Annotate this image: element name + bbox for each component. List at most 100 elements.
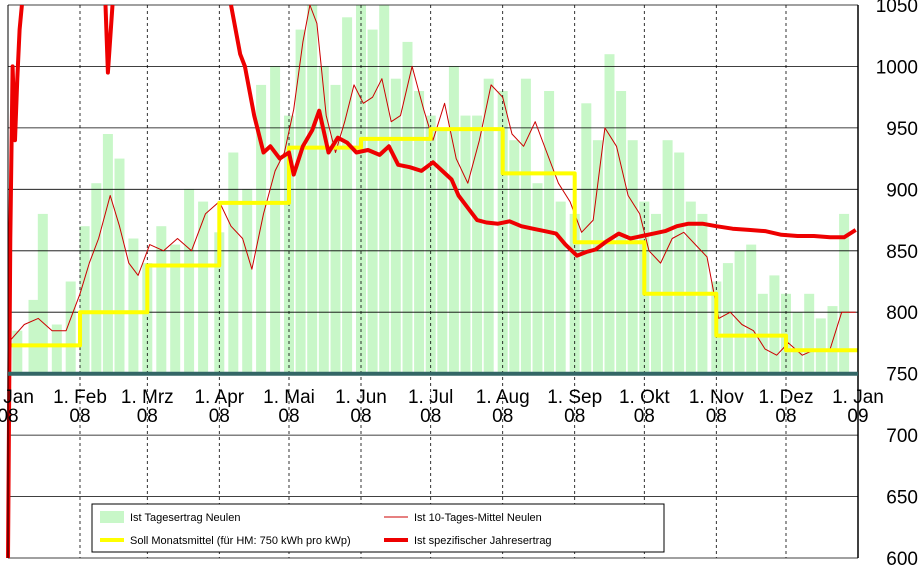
legend: Ist Tagesertrag Neulen Ist 10-Tages-Mitte…: [91, 503, 665, 553]
daily-bar: [65, 281, 76, 374]
y-tick-label: 850: [886, 242, 918, 263]
legend-label: Soll Monatsmittel (für HM: 750 kWh pro k…: [130, 535, 351, 547]
x-tick-label: 1. Jul: [408, 387, 453, 408]
daily-bar: [256, 84, 267, 374]
daily-bar: [12, 330, 23, 374]
annual-yield-line: [103, 4, 115, 75]
target-monthly-step-line: [8, 127, 858, 353]
x-tick-label: 1. Mrz: [121, 387, 174, 408]
x-tick-label: 1. Jan: [0, 387, 34, 408]
daily-bar: [51, 324, 62, 374]
daily-bar: [604, 54, 615, 374]
x-tick-label: 1. Okt: [619, 387, 670, 408]
x-tick-year-label: 08: [420, 406, 441, 427]
annual-yield-line: [229, 4, 857, 258]
daily-bar: [270, 66, 281, 374]
daily-bar: [460, 115, 471, 374]
x-tick-label: 1. Dez: [759, 387, 814, 408]
y-tick-label: 750: [886, 365, 918, 386]
ten-day-average-line: [7, 4, 856, 356]
daily-bar: [102, 134, 113, 374]
daily-bar: [581, 103, 592, 374]
daily-bar: [483, 78, 494, 374]
daily-bar: [448, 66, 459, 374]
daily-bar: [342, 17, 353, 374]
y-tick-label: 700: [886, 426, 918, 447]
daily-bar: [242, 189, 253, 374]
x-tick-label: 1. Mai: [263, 387, 315, 408]
annual-yield-line: [6, 4, 24, 559]
legend-label: Ist Tagesertrag Neulen: [130, 512, 240, 524]
daily-bar: [184, 189, 195, 374]
x-tick-year-label: 08: [492, 406, 513, 427]
daily-bar: [746, 244, 757, 374]
daily-bar: [330, 84, 341, 374]
y-tick-label: 1000: [876, 57, 918, 78]
daily-bar: [114, 158, 125, 374]
daily-bar: [198, 201, 209, 374]
y-tick-label: 950: [886, 119, 918, 140]
daily-bar: [532, 183, 543, 374]
x-tick-label: 1. Apr: [194, 387, 244, 408]
daily-bar: [627, 140, 638, 374]
daily-bar: [79, 226, 90, 374]
daily-bar: [318, 66, 329, 374]
legend-label: Ist 10-Tages-Mittel Neulen: [414, 512, 542, 524]
daily-bar: [228, 152, 239, 374]
daily-bar: [28, 299, 39, 374]
daily-bar: [414, 91, 425, 374]
y-tick-label: 1050: [876, 0, 918, 17]
x-tick-year-label: 08: [137, 406, 158, 427]
x-tick-year-label: 08: [564, 406, 585, 427]
x-tick-year-label: 08: [706, 406, 727, 427]
x-tick-year-label: 08: [0, 406, 19, 427]
legend-label: Ist spezifischer Jahresertrag: [414, 535, 552, 547]
daily-bar: [555, 201, 566, 374]
x-tick-year-label: 08: [775, 406, 796, 427]
daily-bar: [170, 244, 181, 374]
daily-bar: [792, 312, 803, 374]
legend-box: [91, 503, 665, 553]
y-tick-label: 900: [886, 180, 918, 201]
daily-bar: [815, 318, 826, 374]
y-tick-label: 800: [886, 303, 918, 324]
daily-bar: [128, 238, 139, 374]
daily-bar: [497, 91, 508, 374]
daily-bar: [685, 201, 696, 374]
legend-swatch-bar: [100, 511, 124, 523]
daily-bar: [616, 91, 627, 374]
grid-layer: [8, 4, 858, 559]
daily-bar: [214, 232, 225, 374]
daily-bar: [839, 213, 850, 374]
x-tick-label: 1. Jun: [335, 387, 387, 408]
daily-bar: [509, 140, 520, 374]
daily-bar: [662, 140, 673, 374]
daily-bar: [390, 78, 401, 374]
x-tick-year-label: 08: [69, 406, 90, 427]
daily-bar: [592, 140, 603, 374]
x-tick-year-label: 08: [278, 406, 299, 427]
daily-bar: [425, 115, 436, 374]
daily-bar: [37, 213, 48, 374]
y-tick-label: 650: [886, 488, 918, 509]
daily-bar: [769, 275, 780, 374]
x-tick-label: 1. Nov: [689, 387, 744, 408]
daily-bar: [284, 115, 294, 374]
daily-bar: [295, 29, 306, 374]
daily-bar: [91, 183, 102, 374]
y-tick-label: 600: [886, 549, 918, 566]
lines-layer: [6, 4, 858, 559]
x-tick-label: 1. Sep: [547, 387, 602, 408]
daily-bar: [472, 115, 483, 374]
x-tick-year-label: 08: [350, 406, 371, 427]
x-tick-label: 1. Feb: [53, 387, 107, 408]
daily-bar: [156, 226, 167, 374]
daily-bar: [722, 263, 733, 374]
daily-bar: [804, 293, 815, 374]
daily-bar: [402, 41, 413, 374]
x-tick-year-label: 08: [209, 406, 230, 427]
daily-bar: [674, 152, 685, 374]
